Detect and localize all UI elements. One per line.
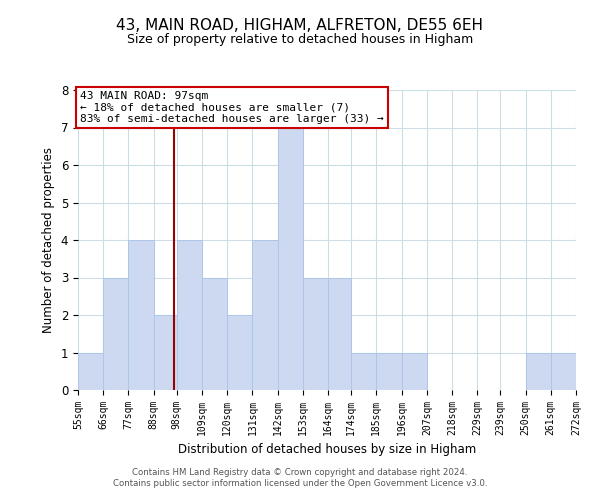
Text: Contains HM Land Registry data © Crown copyright and database right 2024.
Contai: Contains HM Land Registry data © Crown c… [113, 468, 487, 487]
Bar [128, 240, 154, 390]
Bar [401, 352, 427, 390]
Text: 43 MAIN ROAD: 97sqm
← 18% of detached houses are smaller (7)
83% of semi-detache: 43 MAIN ROAD: 97sqm ← 18% of detached ho… [80, 91, 384, 124]
Text: 43, MAIN ROAD, HIGHAM, ALFRETON, DE55 6EH: 43, MAIN ROAD, HIGHAM, ALFRETON, DE55 6E… [116, 18, 484, 32]
Text: Size of property relative to detached houses in Higham: Size of property relative to detached ho… [127, 32, 473, 46]
Bar [103, 278, 128, 390]
Y-axis label: Number of detached properties: Number of detached properties [42, 147, 55, 333]
Bar [253, 240, 278, 390]
Bar [176, 240, 202, 390]
Bar [551, 352, 576, 390]
Bar [351, 352, 376, 390]
Bar [526, 352, 551, 390]
Bar [78, 352, 103, 390]
Bar [303, 278, 328, 390]
Bar [328, 278, 351, 390]
Bar [202, 278, 227, 390]
Bar [154, 315, 176, 390]
Bar [278, 128, 303, 390]
Bar [227, 315, 253, 390]
X-axis label: Distribution of detached houses by size in Higham: Distribution of detached houses by size … [178, 444, 476, 456]
Bar [376, 352, 401, 390]
